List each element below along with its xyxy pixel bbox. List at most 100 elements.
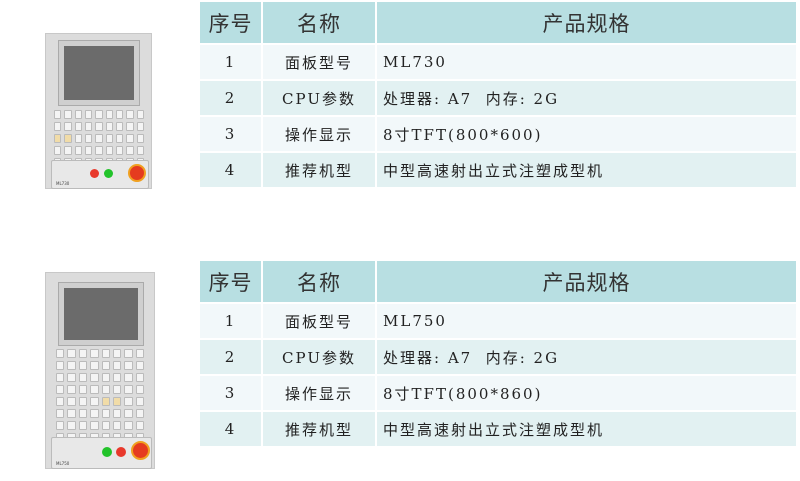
panel-key [90,421,99,430]
header-index: 序号 [200,2,261,43]
table-row: 2 CPU参数 处理器: A7 内存: 2G [200,340,796,374]
panel-key [105,122,113,131]
panel-key [101,409,110,418]
panel-key [136,110,144,119]
panel-key [90,373,99,382]
panel-key [85,146,93,155]
panel-key [64,134,72,143]
panel-key [101,385,110,394]
panel-key [67,421,76,430]
panel-key [56,397,65,406]
panel-key [78,373,88,382]
red-button [90,169,99,178]
panel-key [56,385,65,394]
header-index: 序号 [200,261,261,302]
panel-key [64,122,72,131]
panel-key [112,385,122,394]
panel-key [116,122,124,131]
panel-label: ML750 [56,461,70,466]
ml750-panel-image: ML750 [45,272,155,469]
panel-key [126,134,134,143]
table-row: 2 CPU参数 处理器: A7 内存: 2G [200,81,796,115]
panel-key [56,373,65,382]
panel-key [85,134,93,143]
table-row: 1 面板型号 ML730 [200,45,796,79]
panel-key [85,110,93,119]
panel-key [116,110,124,119]
red-button [116,447,126,457]
panel-label: ML730 [56,181,70,186]
panel-key [74,110,82,119]
panel-key [116,134,124,143]
panel-key [54,146,62,155]
panel-key [67,373,76,382]
panel-key [124,409,133,418]
panel-key [78,361,88,370]
table-row: 1 面板型号 ML750 [200,304,796,338]
panel-key [126,110,134,119]
panel-key [78,397,88,406]
panel-key [56,349,65,358]
panel-key [54,134,62,143]
table-row: 4 推荐机型 中型高速射出立式注塑成型机 [200,412,796,446]
panel-key [67,349,76,358]
panel-key [112,349,122,358]
panel-key [136,134,144,143]
header-spec: 产品规格 [377,261,796,302]
green-button [102,447,112,457]
panel-key [64,110,72,119]
panel-key [135,409,144,418]
panel-key [124,349,133,358]
panel-key [101,397,110,406]
panel-key [56,361,65,370]
header-name: 名称 [263,2,375,43]
table-row: 3 操作显示 8寸TFT(800*860) [200,376,796,410]
panel-key [135,421,144,430]
panel-key [90,349,99,358]
emergency-stop-button [131,441,150,460]
panel-key [135,349,144,358]
panel-key [85,122,93,131]
panel-key [124,373,133,382]
panel-key [112,409,122,418]
ml730-panel-image: ML730 [45,33,152,189]
header-spec: 产品规格 [377,2,796,43]
panel-key [124,421,133,430]
panel-key [95,122,103,131]
panel-key [126,122,134,131]
panel-key [112,373,122,382]
panel-key [105,110,113,119]
panel-key [67,385,76,394]
panel-key [135,373,144,382]
spec-table-ml730: 序号 名称 产品规格 1 面板型号 ML730 2 CPU参数 处理器: A7 内存: 2G… [198,0,798,189]
table-row: 3 操作显示 8寸TFT(800*600) [200,117,796,151]
panel-button-base: ML750 [51,437,152,469]
panel-screen [58,282,144,346]
panel-key [135,361,144,370]
panel-key [78,421,88,430]
panel-key [90,397,99,406]
panel-key [67,361,76,370]
panel-key [136,146,144,155]
panel-key [112,397,122,406]
panel-key [67,397,76,406]
panel-key [105,134,113,143]
panel-key [78,385,88,394]
panel-key [116,146,124,155]
panel-key [112,421,122,430]
panel-key [90,385,99,394]
panel-key [135,397,144,406]
panel-key [74,122,82,131]
panel-key [56,421,65,430]
panel-key [101,421,110,430]
panel-key [136,122,144,131]
panel-key [101,349,110,358]
panel-key [105,146,113,155]
panel-screen [58,40,140,106]
panel-key [101,361,110,370]
emergency-stop-button [128,164,146,182]
header-name: 名称 [263,261,375,302]
panel-key [54,122,62,131]
panel-key [74,146,82,155]
panel-key [112,361,122,370]
